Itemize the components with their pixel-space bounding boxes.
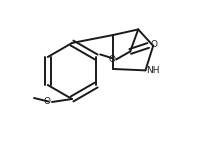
Text: O: O <box>108 55 115 64</box>
Text: O: O <box>44 98 51 107</box>
Text: NH: NH <box>146 66 160 75</box>
Text: O: O <box>150 40 157 49</box>
